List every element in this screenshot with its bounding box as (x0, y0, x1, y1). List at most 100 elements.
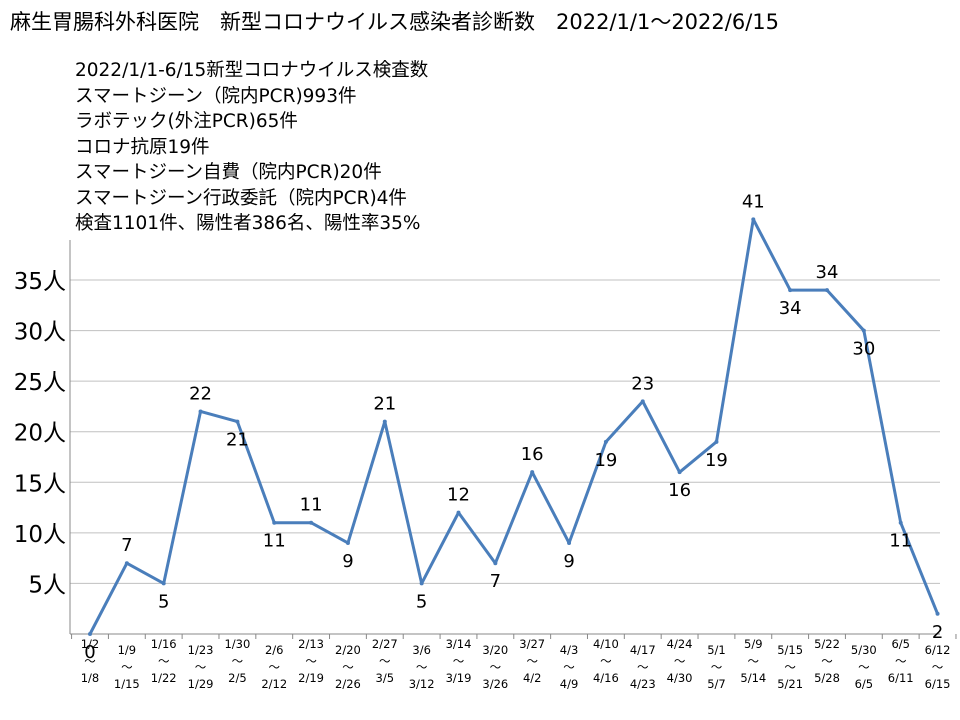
x-tick-label: 5/9 (744, 637, 763, 651)
data-point (235, 419, 240, 424)
x-tick-label: 4/30 (667, 671, 693, 685)
x-tick-label: 5/15 (777, 643, 803, 657)
x-tick-label: 3/20 (482, 643, 508, 657)
x-tick-label: 〜 (269, 660, 281, 674)
x-tick-label: 〜 (563, 660, 575, 674)
data-label: 5 (416, 591, 427, 612)
data-label: 21 (226, 430, 249, 451)
x-tick-label: 1/8 (81, 671, 100, 685)
note-line: コロナ抗原19件 (75, 136, 210, 158)
data-label: 9 (563, 551, 574, 572)
data-label: 34 (779, 298, 802, 319)
data-point (567, 540, 572, 545)
x-tick-label: 〜 (748, 654, 760, 668)
x-tick-label: 〜 (711, 660, 723, 674)
x-tick-label: 2/19 (298, 671, 324, 685)
data-label: 21 (373, 394, 396, 415)
data-label: 16 (668, 480, 691, 501)
x-tick-label: 1/30 (224, 637, 250, 651)
x-tick-label: 5/1 (707, 643, 726, 657)
x-tick-label: 2/12 (261, 677, 287, 691)
x-tick-label: 〜 (84, 654, 96, 668)
data-point (677, 470, 682, 475)
x-tick-label: 3/5 (376, 671, 395, 685)
x-tick-label: 〜 (490, 660, 502, 674)
x-tick-label: 1/15 (114, 677, 140, 691)
x-tick-label: 5/28 (814, 671, 840, 685)
x-tick-label: 〜 (600, 654, 612, 668)
x-tick-label: 1/9 (118, 643, 137, 657)
y-tick-label: 30人 (14, 320, 66, 346)
x-tick-label: 4/16 (593, 671, 619, 685)
data-point (825, 288, 829, 293)
note-line: スマートジーン（院内PCR)993件 (75, 85, 357, 107)
x-tick-label: 3/12 (409, 677, 435, 691)
data-label: 19 (705, 450, 728, 471)
x-tick-label: 6/15 (925, 677, 951, 691)
note-line: 2022/1/1-6/15新型コロナウイルス検査数 (75, 60, 429, 81)
note-line: 検査1101件、陽性者386名、陽性率35% (75, 213, 421, 234)
data-point (530, 470, 535, 475)
y-tick-label: 35人 (14, 269, 66, 295)
y-tick-label: 15人 (14, 471, 66, 497)
x-tick-label: 2/5 (228, 671, 247, 685)
data-label: 23 (631, 373, 654, 394)
x-tick-label: 3/26 (482, 677, 508, 691)
x-tick-label: 〜 (121, 660, 133, 674)
data-label: 9 (342, 551, 353, 572)
x-tick-label: 〜 (342, 660, 354, 674)
x-tick-label: 〜 (158, 654, 170, 668)
data-label: 41 (742, 191, 765, 212)
note-line: スマートジーン行政委託（院内PCR)4件 (75, 187, 407, 209)
data-point (161, 581, 166, 586)
data-point (493, 561, 498, 566)
data-label: 11 (263, 531, 286, 552)
note-line: ラボテック(外注PCR)65件 (75, 111, 298, 132)
data-label: 19 (594, 450, 617, 471)
data-point (751, 217, 756, 222)
x-tick-label: 〜 (674, 654, 686, 668)
x-tick-label: 2/20 (335, 643, 361, 657)
x-tick-label: 3/14 (446, 637, 472, 651)
chart-title: 麻生胃腸科外科医院 新型コロナウイルス感染者診断数 2022/1/1〜2022/… (10, 10, 779, 34)
x-tick-label: 1/23 (188, 643, 214, 657)
data-label: 11 (300, 495, 323, 516)
y-tick-label: 5人 (28, 572, 66, 598)
x-tick-label: 1/16 (151, 637, 177, 651)
data-point (345, 540, 350, 545)
data-point (382, 419, 387, 424)
data-label: 0 (84, 642, 95, 663)
data-point (272, 520, 277, 525)
x-tick-label: 1/29 (188, 677, 214, 691)
x-tick-label: 〜 (416, 660, 428, 674)
x-tick-label: 5/30 (851, 643, 877, 657)
x-tick-label: 5/7 (707, 677, 726, 691)
y-tick-label: 10人 (14, 522, 66, 548)
data-point (124, 561, 129, 566)
x-tick-label: 〜 (637, 660, 649, 674)
note-line: スマートジーン自費（院内PCR)20件 (75, 162, 382, 183)
y-tick-label: 25人 (14, 370, 66, 396)
x-tick-label: 4/24 (667, 637, 693, 651)
x-tick-label: 4/3 (560, 643, 579, 657)
series-line (88, 217, 939, 635)
x-tick-label: 3/6 (412, 643, 431, 657)
x-tick-label: 2/6 (265, 643, 284, 657)
data-point (714, 439, 719, 444)
x-tick-label: 3/27 (519, 637, 545, 651)
data-point (935, 611, 940, 616)
x-tick-label: 〜 (821, 654, 833, 668)
x-tick-label: 4/9 (560, 677, 579, 691)
summary-notes: 2022/1/1-6/15新型コロナウイルス検査数 スマートジーン（院内PCR)… (75, 58, 428, 237)
data-label: 16 (521, 444, 544, 465)
x-tick-label: 〜 (526, 654, 538, 668)
data-point (640, 399, 645, 404)
data-point (603, 439, 608, 444)
x-tick-label: 6/11 (888, 671, 914, 685)
x-tick-label: 4/2 (523, 671, 542, 685)
y-tick-label: 20人 (14, 421, 66, 447)
data-label: 5 (158, 591, 169, 612)
x-tick-label: 6/12 (925, 643, 951, 657)
x-tick-label: 5/22 (814, 637, 840, 651)
